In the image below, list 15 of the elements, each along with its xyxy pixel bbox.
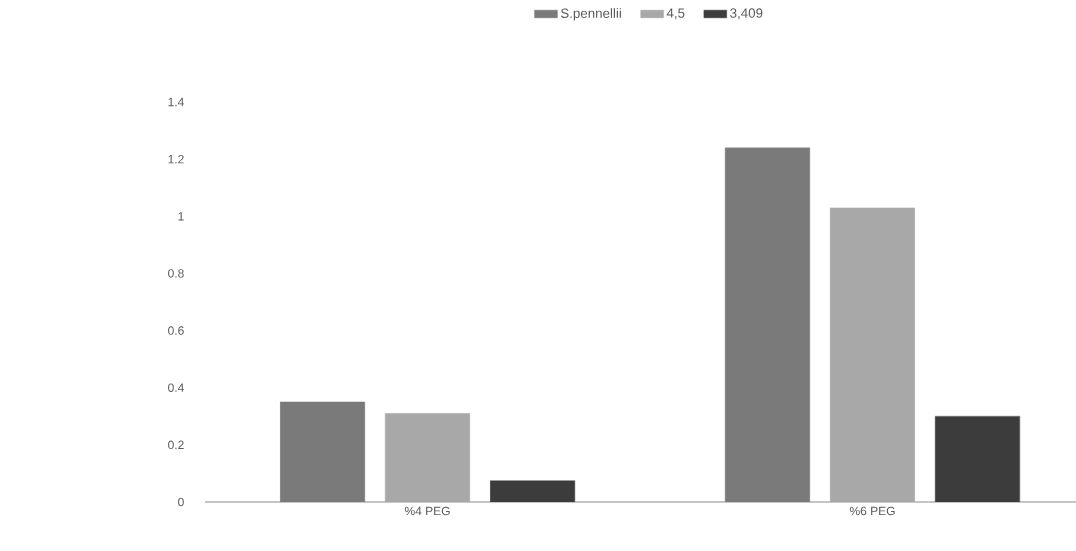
x-tick-label: %4 PEG: [404, 506, 450, 516]
y-tick-label: 0.2: [168, 440, 184, 450]
y-tick-label: 0.8: [168, 269, 184, 278]
legend-label: S.pennellii: [560, 8, 621, 21]
y-tick-label: 0.4: [168, 383, 184, 392]
y-tick-label: 1.2: [168, 154, 184, 164]
y-tick-label: 0: [178, 497, 184, 507]
x-tick-label: %6 PEG: [849, 506, 895, 516]
bar: [724, 147, 811, 502]
bar: [279, 401, 366, 502]
legend-label: 4,5: [666, 8, 685, 20]
y-tick-label: 1.4: [168, 97, 184, 107]
y-tick-label: 0.6: [168, 326, 184, 335]
y-tick-label: 1: [178, 212, 184, 221]
legend-label: 3,409: [730, 8, 763, 20]
